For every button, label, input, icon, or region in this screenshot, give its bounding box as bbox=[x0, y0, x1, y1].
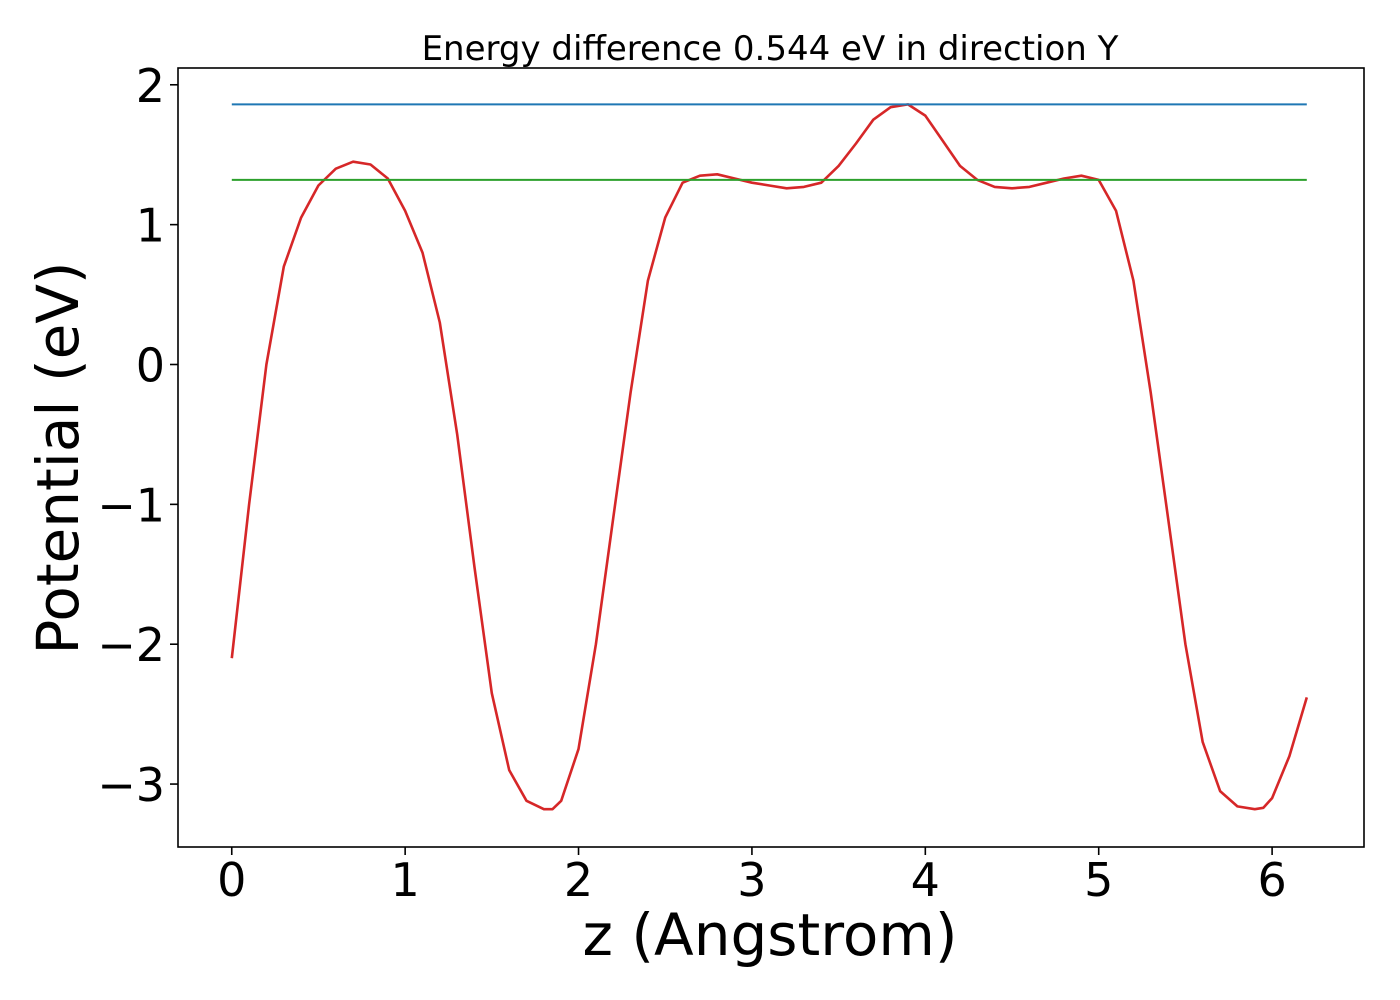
x-tick-label: 3 bbox=[737, 853, 766, 907]
x-tick-label: 6 bbox=[1257, 853, 1286, 907]
y-tick-label: −3 bbox=[97, 758, 165, 812]
y-tick-label: −2 bbox=[97, 618, 165, 672]
x-tick-label: 5 bbox=[1084, 853, 1113, 907]
y-tick-label: 1 bbox=[136, 199, 165, 253]
x-tick-label: 2 bbox=[564, 853, 593, 907]
plot-area bbox=[230, 103, 1309, 811]
y-axis-ticks: −3 −2 −1 0 1 2 bbox=[97, 59, 178, 812]
x-axis-title: z (Angstrom) bbox=[583, 901, 958, 969]
axes-frame bbox=[177, 67, 1365, 848]
x-axis-ticks: 0 1 2 3 4 5 6 bbox=[217, 847, 1287, 907]
series-line-0 bbox=[230, 103, 1309, 811]
y-axis-title: Potential (eV) bbox=[24, 261, 92, 654]
chart-title: Energy difference 0.544 eV in direction … bbox=[422, 29, 1119, 69]
y-tick-label: −1 bbox=[97, 478, 165, 532]
y-tick-label: 2 bbox=[136, 59, 165, 113]
y-tick-label: 0 bbox=[136, 338, 165, 392]
x-tick-label: 0 bbox=[217, 853, 246, 907]
x-tick-label: 4 bbox=[911, 853, 940, 907]
x-tick-label: 1 bbox=[391, 853, 420, 907]
